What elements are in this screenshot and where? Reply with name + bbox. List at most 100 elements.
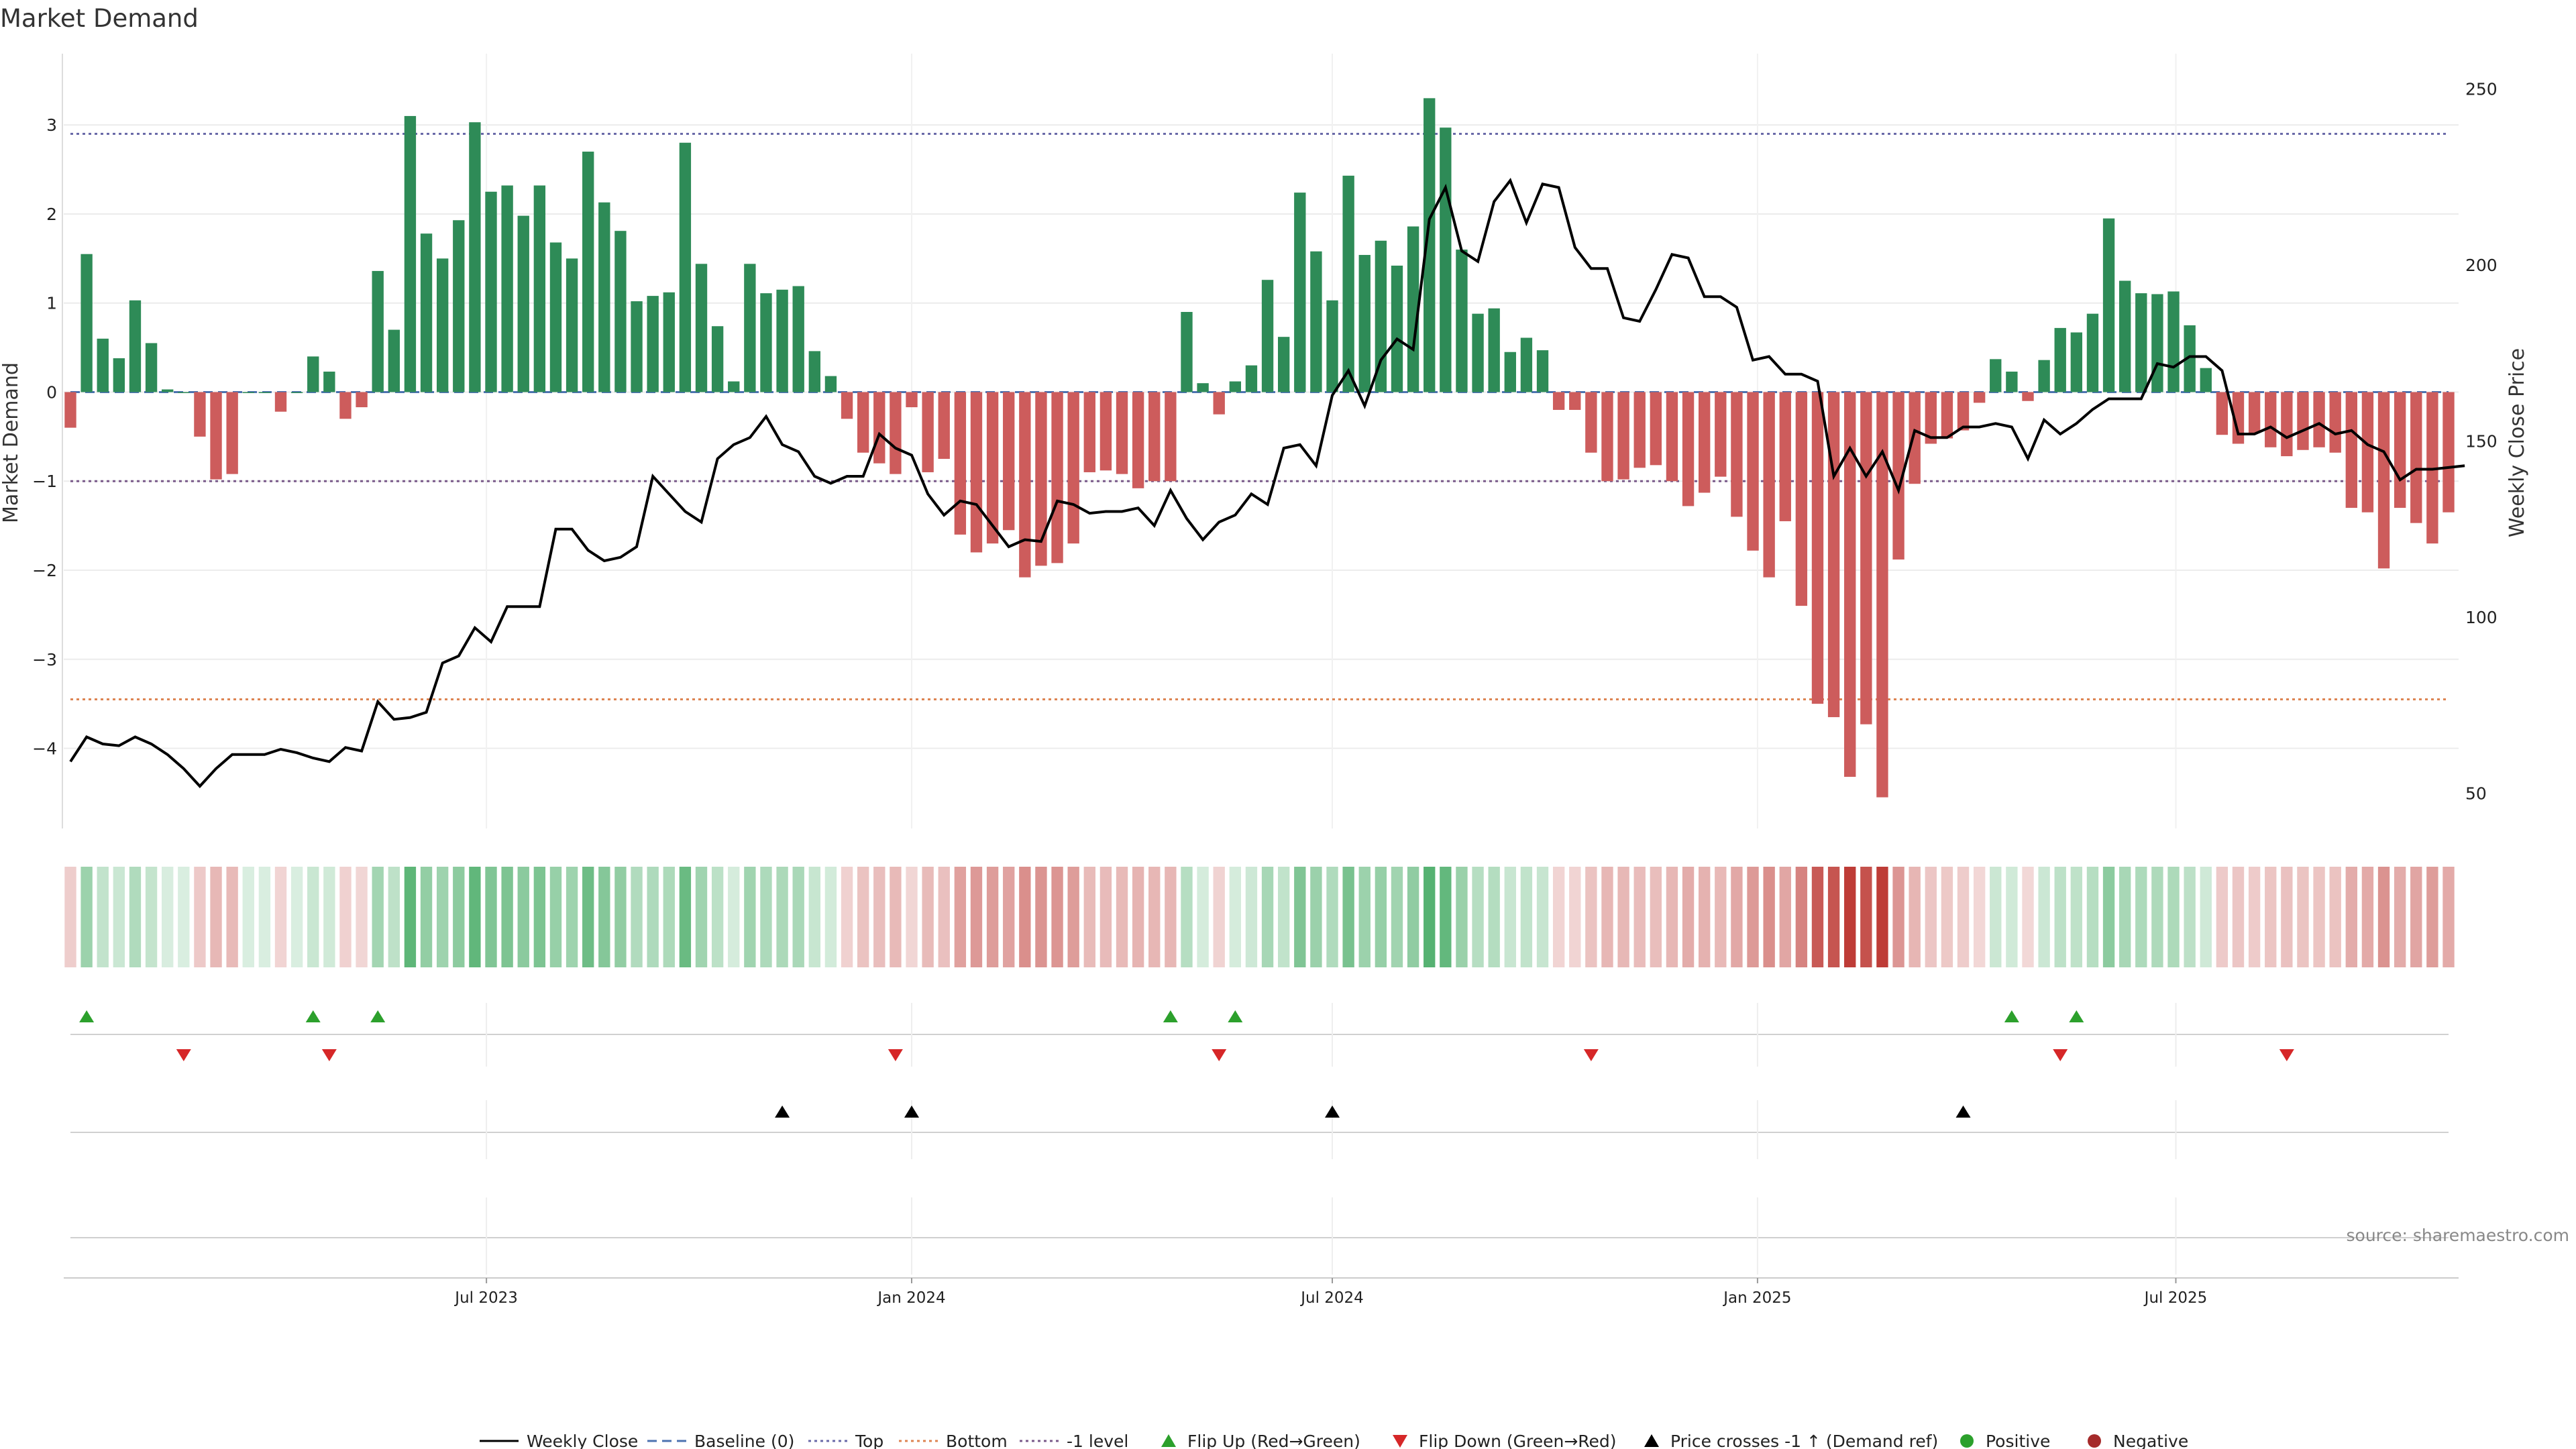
- demand-bar: [2006, 371, 2018, 392]
- demand-bar: [938, 392, 950, 460]
- demand-bar: [485, 191, 497, 392]
- demand-bar: [1116, 392, 1128, 474]
- demand-bar: [1957, 392, 1970, 431]
- heat-cell: [1213, 867, 1225, 967]
- heat-cell: [744, 867, 756, 967]
- cross-marker: [1955, 1106, 1971, 1118]
- heat-cell: [2329, 867, 2341, 967]
- heat-cell: [792, 867, 804, 967]
- heat-cell: [533, 867, 546, 967]
- heat-cell: [1892, 867, 1904, 967]
- heat-cell: [1067, 867, 1079, 967]
- heat-cell: [1132, 867, 1144, 967]
- source-note: source: sharemaestro.com: [2347, 1226, 2570, 1245]
- heat-cell: [986, 867, 999, 967]
- demand-bar: [1909, 392, 1921, 484]
- heat-cell: [1326, 867, 1338, 967]
- demand-bar: [2361, 392, 2374, 513]
- demand-bar: [113, 358, 125, 392]
- demand-bar: [1472, 313, 1484, 392]
- heat-cell: [162, 867, 174, 967]
- flip-down-marker: [1583, 1049, 1599, 1061]
- heat-cell: [1310, 867, 1322, 967]
- heat-cell: [2232, 867, 2245, 967]
- demand-bar: [356, 392, 368, 408]
- demand-bar: [2070, 332, 2083, 392]
- legend-item: Weekly Close: [480, 1432, 638, 1449]
- demand-bar: [2135, 293, 2147, 392]
- demand-bar: [80, 254, 93, 392]
- demand-bar: [2313, 392, 2325, 447]
- demand-bar: [1213, 392, 1225, 415]
- heat-cell: [776, 867, 788, 967]
- right-tick-label: 200: [2465, 256, 2498, 275]
- demand-bar: [744, 264, 756, 392]
- heat-cell: [1424, 867, 1436, 967]
- demand-bar: [1165, 392, 1177, 482]
- heat-cell: [663, 867, 675, 967]
- left-tick-label: 0: [46, 382, 57, 402]
- heat-cell: [2410, 867, 2422, 967]
- demand-bar: [1197, 383, 1209, 392]
- heat-cell: [1795, 867, 1808, 967]
- heat-cell: [1860, 867, 1872, 967]
- demand-bar: [2297, 392, 2309, 450]
- heat-cell: [824, 867, 837, 967]
- demand-bar: [986, 392, 999, 544]
- demand-bar: [2265, 392, 2277, 447]
- flip-up-marker: [2069, 1010, 2084, 1022]
- heat-cell: [1099, 867, 1112, 967]
- demand-bar: [501, 185, 513, 392]
- heat-cell: [1715, 867, 1727, 967]
- heat-cell: [1116, 867, 1128, 967]
- demand-bar: [1358, 255, 1371, 392]
- heat-cell: [97, 867, 109, 967]
- demand-bar: [1892, 392, 1904, 560]
- heat-cell: [1456, 867, 1468, 967]
- demand-bar: [1261, 280, 1274, 392]
- heat-cell: [2184, 867, 2196, 967]
- demand-bar: [1310, 251, 1322, 392]
- heat-cell: [1682, 867, 1695, 967]
- demand-bar: [1424, 98, 1436, 392]
- heat-cell: [1763, 867, 1775, 967]
- heat-cell: [1520, 867, 1533, 967]
- legend-triangle-cross: [1644, 1434, 1659, 1447]
- heat-cell: [1909, 867, 1921, 967]
- heat-cell: [1585, 867, 1597, 967]
- demand-bar: [1876, 392, 1888, 798]
- heat-cell: [1181, 867, 1193, 967]
- demand-bar: [1504, 352, 1516, 392]
- heat-cell: [1148, 867, 1161, 967]
- legend-label: Price crosses -1 ↑ (Demand ref): [1670, 1432, 1938, 1449]
- demand-bar: [372, 270, 384, 392]
- demand-bar: [323, 371, 335, 392]
- heat-cell: [1876, 867, 1888, 967]
- demand-bar: [1827, 392, 1840, 718]
- heat-cell: [2119, 867, 2131, 967]
- heat-cell: [631, 867, 643, 967]
- demand-bar: [970, 392, 983, 553]
- demand-heat-strip: [64, 867, 2455, 967]
- demand-bar: [258, 392, 271, 393]
- heat-cell: [1003, 867, 1015, 967]
- heat-cell: [922, 867, 934, 967]
- demand-bar: [906, 392, 918, 408]
- demand-bar: [178, 392, 190, 393]
- left-tick-label: −1: [32, 472, 57, 491]
- heat-cell: [145, 867, 158, 967]
- heat-cell: [356, 867, 368, 967]
- heat-cell: [679, 867, 692, 967]
- legend-label: Bottom: [946, 1432, 1008, 1449]
- heat-cell: [1294, 867, 1306, 967]
- legend-label: Weekly Close: [527, 1432, 638, 1449]
- left-tick-label: −4: [32, 739, 57, 759]
- legend-label: Baseline (0): [694, 1432, 794, 1449]
- demand-bar: [210, 392, 222, 480]
- heat-cell: [1666, 867, 1678, 967]
- heat-cell: [178, 867, 190, 967]
- heat-cell: [1488, 867, 1500, 967]
- demand-bar: [647, 296, 659, 392]
- demand-bar: [1811, 392, 1824, 704]
